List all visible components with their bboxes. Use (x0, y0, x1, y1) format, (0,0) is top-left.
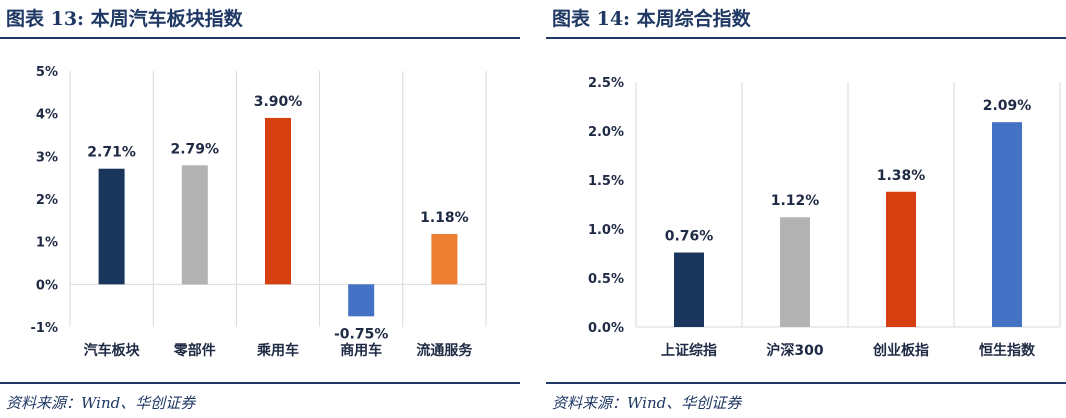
figure-13-bar-chart: -1% 0% 1% 2% 3% 4% 5% 2.71% 汽车板块 2.79% 零部件 3.90% 乘用车… (31, 65, 487, 359)
y-tick-label: 1.0% (588, 223, 624, 238)
x-tick-label: 恒生指数 (979, 342, 1036, 359)
data-label: 2.09% (983, 98, 1032, 114)
bar-1 (98, 168, 125, 285)
figure-13-top-rule (0, 37, 520, 39)
y-tick-label: -1% (31, 321, 58, 336)
x-tick-label: 汽车板块 (84, 342, 141, 359)
y-tick-label: 2.5% (588, 76, 624, 91)
y-tick-label: 0% (36, 278, 58, 293)
bar-1 (674, 252, 704, 327)
x-tick-label: 零部件 (173, 342, 216, 359)
bar-3 (265, 117, 291, 285)
figure-14-top-rule (546, 37, 1066, 39)
y-tick-label: 3% (36, 150, 58, 165)
figure-13-source: 资料来源：Wind、华创证券 (6, 394, 196, 412)
figure-14-bar-chart: 0.0% 0.5% 1.0% 1.5% 2.0% 2.5% 0.76% 上证综指 1.12% 沪深… (588, 76, 1061, 359)
x-tick-label: 沪深300 (766, 342, 823, 359)
bar-4 (992, 122, 1022, 328)
bar-2 (181, 165, 208, 285)
data-label: 0.76% (665, 229, 714, 245)
figure-14-title: 图表 14: 本周综合指数 (552, 8, 751, 30)
bar-4 (348, 284, 375, 317)
x-tick-label: 创业板指 (872, 342, 929, 359)
y-tick-label: 1.5% (588, 174, 624, 189)
y-tick-label: 2.0% (588, 125, 624, 140)
bar-3 (886, 191, 916, 327)
bar-5 (431, 233, 458, 285)
data-label: 2.71% (87, 145, 136, 161)
figure-14-source: 资料来源：Wind、华创证券 (552, 394, 742, 412)
x-tick-label: 上证综指 (661, 342, 717, 359)
figure-14-panel: 图表 14: 本周综合指数 0.0% 0.5% 1.0% 1.5% 2.0% 2.5% 0.… (546, 0, 1066, 418)
data-label: 1.38% (877, 168, 926, 184)
figure-13-title: 图表 13: 本周汽车板块指数 (6, 8, 243, 30)
y-tick-label: 0.5% (588, 272, 624, 287)
figure-13-bottom-rule (0, 382, 520, 384)
data-label: -0.75% (334, 326, 388, 342)
bar-2 (780, 217, 810, 327)
x-tick-label: 商用车 (340, 342, 382, 359)
y-tick-label: 0.0% (588, 321, 624, 336)
figure-14-bottom-rule (546, 382, 1066, 384)
y-tick-label: 4% (36, 108, 58, 123)
data-label: 3.90% (254, 94, 303, 110)
figure-13-panel: 图表 13: 本周汽车板块指数 -1% 0% 1% 2% 3% 4% 5% 2.71% 汽车板块… (0, 0, 520, 418)
data-label: 1.12% (771, 193, 820, 209)
x-tick-label: 乘用车 (256, 342, 299, 359)
data-label: 2.79% (171, 141, 220, 157)
y-tick-label: 2% (36, 193, 58, 208)
y-tick-label: 1% (36, 236, 58, 251)
y-tick-label: 5% (36, 65, 58, 80)
data-label: 1.18% (420, 210, 469, 226)
x-tick-label: 流通服务 (416, 342, 473, 359)
